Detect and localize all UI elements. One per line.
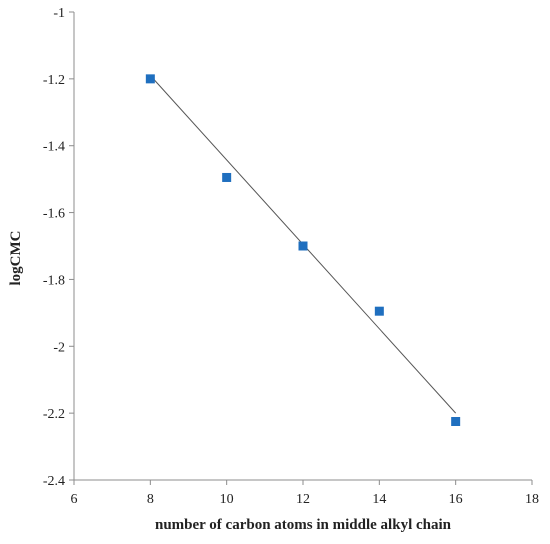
data-point <box>298 241 308 251</box>
x-tick-label: 16 <box>449 492 463 507</box>
x-tick-label: 8 <box>147 492 154 507</box>
y-tick-label: -1.8 <box>43 273 65 288</box>
y-axis-label: logCMC <box>8 231 24 286</box>
data-point <box>451 417 461 426</box>
x-tick-label: 10 <box>220 492 234 507</box>
data-point <box>222 172 232 182</box>
y-tick-label: -2.4 <box>43 474 65 489</box>
data-point <box>145 74 155 84</box>
y-tick-label: -2.2 <box>43 407 65 422</box>
y-tick-label: -2 <box>53 340 65 355</box>
x-tick-label: 14 <box>372 492 386 507</box>
y-tick-label: -1.6 <box>43 207 65 222</box>
x-tick-label: 18 <box>525 492 539 507</box>
y-tick-label: -1 <box>53 6 65 21</box>
x-axis-ticks: 6 8 10 12 14 16 18 <box>71 480 539 507</box>
data-point <box>374 306 384 316</box>
y-tick-label: -1.2 <box>43 73 65 88</box>
data-points <box>145 74 461 426</box>
x-tick-label: 12 <box>296 492 310 507</box>
y-axis-ticks: -1 -1.2 -1.4 -1.6 -1.8 -2 -2.2 -2.4 <box>43 6 74 489</box>
y-tick-label: -1.4 <box>43 140 65 155</box>
x-axis-label: number of carbon atoms in middle alkyl c… <box>155 517 452 533</box>
x-tick-label: 6 <box>71 492 78 507</box>
